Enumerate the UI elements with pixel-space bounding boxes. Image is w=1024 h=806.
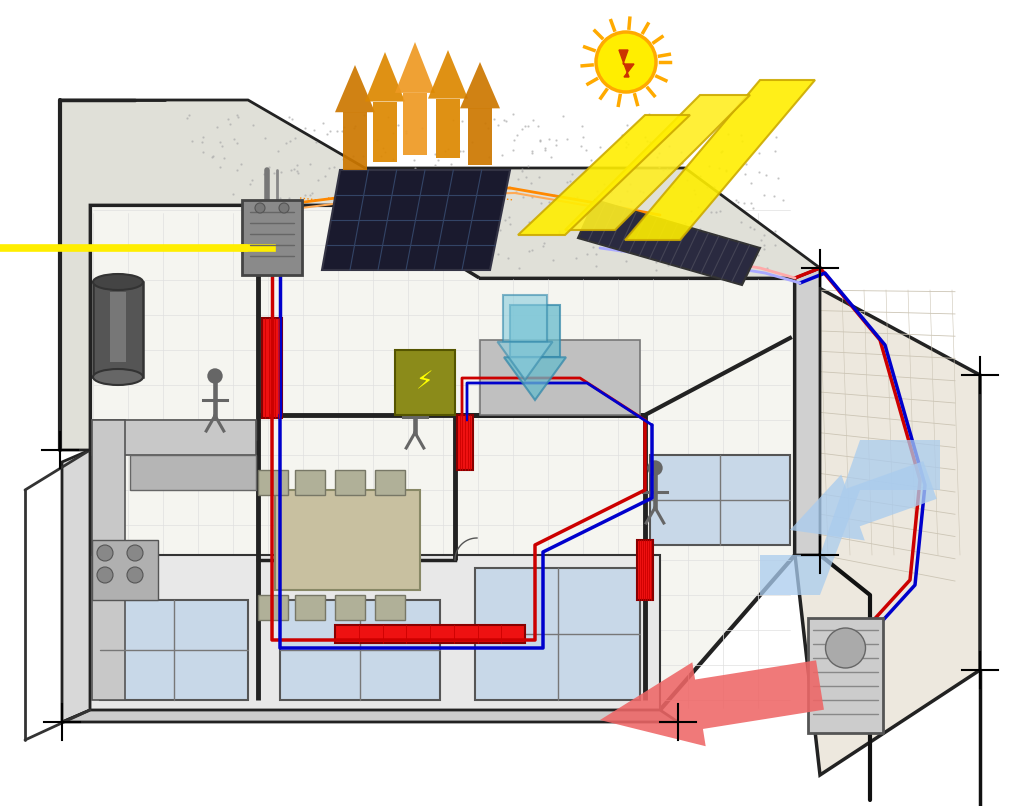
Polygon shape: [578, 200, 760, 285]
Polygon shape: [365, 52, 406, 102]
Polygon shape: [258, 595, 288, 620]
Polygon shape: [295, 595, 325, 620]
Polygon shape: [436, 98, 460, 158]
Polygon shape: [395, 42, 435, 93]
Polygon shape: [242, 200, 302, 275]
Polygon shape: [460, 62, 500, 108]
Circle shape: [596, 32, 656, 92]
Polygon shape: [343, 112, 367, 170]
Polygon shape: [504, 357, 566, 400]
Ellipse shape: [93, 369, 143, 385]
Polygon shape: [650, 455, 790, 545]
Circle shape: [825, 628, 865, 668]
Polygon shape: [457, 415, 473, 470]
Polygon shape: [295, 470, 325, 495]
Polygon shape: [565, 95, 750, 230]
Polygon shape: [795, 268, 820, 555]
Text: ⚡: ⚡: [416, 370, 434, 394]
Polygon shape: [618, 50, 634, 77]
Polygon shape: [760, 440, 940, 595]
Polygon shape: [92, 420, 125, 700]
Polygon shape: [335, 65, 375, 112]
Polygon shape: [322, 170, 510, 270]
Polygon shape: [375, 470, 406, 495]
Polygon shape: [100, 600, 248, 700]
Polygon shape: [335, 625, 525, 643]
Polygon shape: [130, 455, 256, 490]
Circle shape: [255, 203, 265, 213]
Polygon shape: [510, 305, 560, 357]
Polygon shape: [90, 555, 660, 710]
Circle shape: [279, 203, 289, 213]
Polygon shape: [280, 600, 440, 700]
Polygon shape: [600, 660, 824, 746]
Polygon shape: [275, 490, 420, 590]
Polygon shape: [62, 450, 90, 722]
Circle shape: [647, 460, 663, 476]
Polygon shape: [92, 420, 256, 455]
Polygon shape: [790, 461, 937, 541]
Polygon shape: [503, 295, 547, 342]
Polygon shape: [262, 318, 282, 418]
Polygon shape: [468, 108, 492, 165]
Polygon shape: [498, 342, 553, 380]
Polygon shape: [403, 93, 427, 155]
Polygon shape: [335, 595, 365, 620]
Polygon shape: [335, 470, 365, 495]
Polygon shape: [637, 540, 653, 600]
Polygon shape: [60, 100, 820, 450]
Polygon shape: [90, 205, 795, 710]
Polygon shape: [375, 595, 406, 620]
Polygon shape: [480, 340, 640, 415]
Polygon shape: [110, 292, 126, 362]
Polygon shape: [808, 618, 883, 733]
Polygon shape: [62, 710, 678, 722]
Ellipse shape: [93, 274, 143, 290]
Polygon shape: [92, 420, 256, 440]
Polygon shape: [258, 470, 288, 495]
Polygon shape: [373, 102, 397, 162]
Polygon shape: [625, 80, 815, 240]
Polygon shape: [93, 282, 143, 377]
Polygon shape: [428, 50, 468, 98]
Circle shape: [408, 385, 423, 401]
Polygon shape: [395, 350, 455, 415]
Circle shape: [127, 545, 143, 561]
Circle shape: [97, 567, 113, 583]
Polygon shape: [518, 115, 690, 235]
Polygon shape: [795, 275, 980, 775]
Circle shape: [97, 545, 113, 561]
Polygon shape: [475, 568, 640, 700]
Circle shape: [127, 567, 143, 583]
Polygon shape: [92, 540, 158, 600]
Circle shape: [207, 368, 222, 384]
